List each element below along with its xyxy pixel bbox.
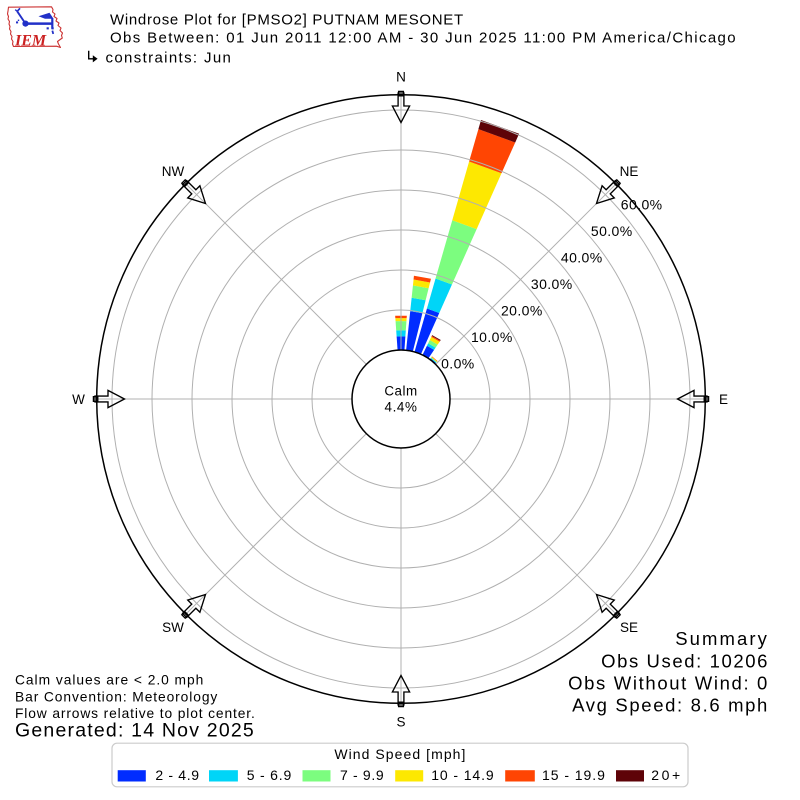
svg-text:NW: NW [162, 164, 185, 179]
svg-text:40.0%: 40.0% [561, 250, 603, 266]
svg-text:NE: NE [620, 164, 639, 179]
svg-text:Calm: Calm [384, 384, 417, 399]
svg-text:Avg Speed: 8.6 mph: Avg Speed: 8.6 mph [572, 695, 769, 716]
svg-text:Obs Between: 01 Jun 2011 12:00: Obs Between: 01 Jun 2011 12:00 AM - 30 J… [110, 30, 737, 47]
svg-text:5 - 6.9: 5 - 6.9 [247, 767, 292, 783]
svg-text:4.4%: 4.4% [385, 400, 418, 415]
svg-text:Calm values are < 2.0 mph: Calm values are < 2.0 mph [15, 673, 204, 688]
svg-text:Obs Without Wind: 0: Obs Without Wind: 0 [568, 673, 769, 694]
svg-text:Generated: 14 Nov 2025: Generated: 14 Nov 2025 [15, 720, 255, 742]
svg-text:constraints: Jun: constraints: Jun [106, 50, 233, 67]
svg-text:20.0%: 20.0% [501, 303, 543, 319]
svg-text:S: S [396, 714, 405, 729]
svg-text:60.0%: 60.0% [621, 197, 663, 213]
svg-text:W: W [72, 392, 85, 407]
svg-text:30.0%: 30.0% [531, 276, 573, 292]
svg-text:SW: SW [162, 620, 184, 635]
svg-text:Obs Used: 10206: Obs Used: 10206 [601, 651, 769, 672]
svg-text:E: E [719, 392, 728, 407]
svg-text:15 - 19.9: 15 - 19.9 [542, 767, 606, 783]
svg-text:50.0%: 50.0% [591, 223, 633, 239]
svg-text:0.0%: 0.0% [441, 356, 475, 372]
svg-text:Windrose Plot for [PMSO2] PUTN: Windrose Plot for [PMSO2] PUTNAM MESONET [110, 11, 464, 28]
svg-text:2 - 4.9: 2 - 4.9 [155, 767, 199, 783]
svg-text:SE: SE [620, 620, 638, 635]
svg-text:Bar Convention: Meteorology: Bar Convention: Meteorology [15, 690, 218, 705]
svg-text:Summary: Summary [675, 628, 769, 649]
svg-text:10 - 14.9: 10 - 14.9 [431, 767, 494, 783]
svg-text:N: N [396, 69, 406, 84]
svg-text:Wind Speed [mph]: Wind Speed [mph] [334, 746, 466, 762]
svg-text:Flow arrows relative to plot c: Flow arrows relative to plot center. [15, 706, 256, 721]
svg-text:20+: 20+ [651, 767, 683, 783]
svg-text:IEM: IEM [14, 33, 47, 50]
svg-text:10.0%: 10.0% [471, 329, 513, 345]
svg-text:7 - 9.9: 7 - 9.9 [340, 767, 384, 783]
